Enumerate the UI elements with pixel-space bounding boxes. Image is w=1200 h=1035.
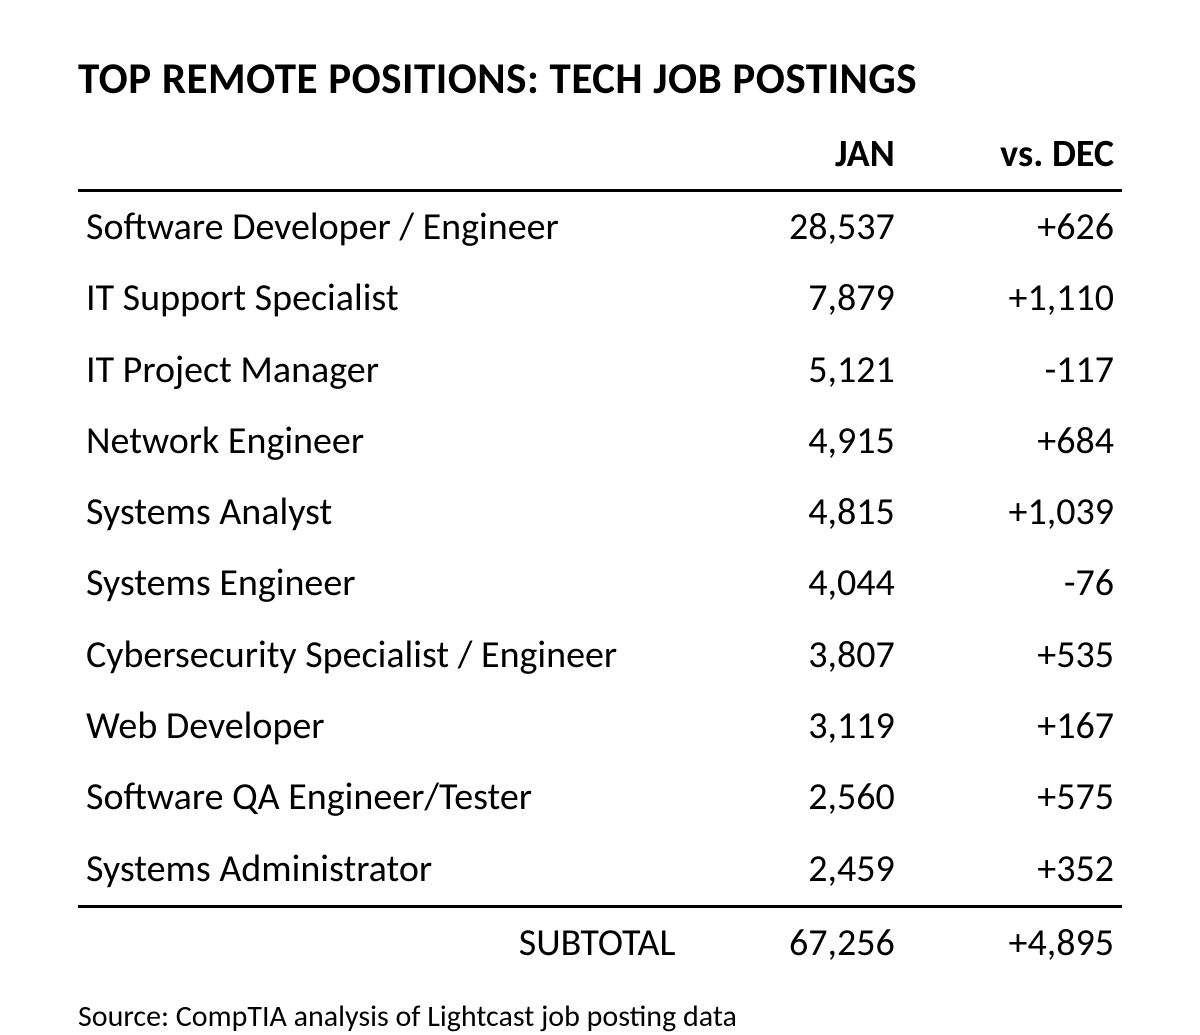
table-row: Software Developer / Engineer 28,537 +62… [78,191,1122,264]
cell-jan: 3,119 [684,691,903,762]
cell-jan: 4,915 [684,406,903,477]
cell-vs-dec: -76 [903,548,1122,619]
cell-position: Cybersecurity Specialist / Engineer [78,620,684,691]
col-header-jan: JAN [684,123,903,191]
subtotal-jan: 67,256 [684,906,903,974]
cell-position: Systems Analyst [78,477,684,548]
col-header-vs-dec: vs. DEC [903,123,1122,191]
cell-jan: 4,044 [684,548,903,619]
cell-vs-dec: +352 [903,834,1122,907]
cell-vs-dec: +535 [903,620,1122,691]
subtotal-label: SUBTOTAL [78,906,684,974]
subtotal-vs-dec: +4,895 [903,906,1122,974]
table-row: Network Engineer 4,915 +684 [78,406,1122,477]
cell-position: Software Developer / Engineer [78,191,684,264]
cell-vs-dec: +575 [903,762,1122,833]
cell-vs-dec: +167 [903,691,1122,762]
cell-position: Software QA Engineer/Tester [78,762,684,833]
table-row: Web Developer 3,119 +167 [78,691,1122,762]
cell-vs-dec: +1,039 [903,477,1122,548]
table-row: Cybersecurity Specialist / Engineer 3,80… [78,620,1122,691]
table-row: Software QA Engineer/Tester 2,560 +575 [78,762,1122,833]
cell-jan: 4,815 [684,477,903,548]
table-row: Systems Engineer 4,044 -76 [78,548,1122,619]
positions-table: JAN vs. DEC Software Developer / Enginee… [78,123,1122,974]
cell-vs-dec: +626 [903,191,1122,264]
cell-vs-dec: +684 [903,406,1122,477]
cell-vs-dec: +1,110 [903,263,1122,334]
page-title: TOP REMOTE POSITIONS: TECH JOB POSTINGS [78,52,1122,105]
cell-position: IT Support Specialist [78,263,684,334]
cell-jan: 3,807 [684,620,903,691]
cell-jan: 2,459 [684,834,903,907]
cell-jan: 7,879 [684,263,903,334]
cell-position: Systems Engineer [78,548,684,619]
cell-position: Web Developer [78,691,684,762]
cell-jan: 28,537 [684,191,903,264]
table-row: IT Project Manager 5,121 -117 [78,335,1122,406]
table-row: IT Support Specialist 7,879 +1,110 [78,263,1122,334]
cell-position: Network Engineer [78,406,684,477]
cell-position: Systems Administrator [78,834,684,907]
cell-jan: 5,121 [684,335,903,406]
cell-jan: 2,560 [684,762,903,833]
col-header-position [78,123,684,191]
cell-vs-dec: -117 [903,335,1122,406]
table-row: Systems Administrator 2,459 +352 [78,834,1122,907]
table-row: Systems Analyst 4,815 +1,039 [78,477,1122,548]
source-note: Source: CompTIA analysis of Lightcast jo… [78,998,1122,1035]
subtotal-row: SUBTOTAL 67,256 +4,895 [78,906,1122,974]
table-header-row: JAN vs. DEC [78,123,1122,191]
cell-position: IT Project Manager [78,335,684,406]
